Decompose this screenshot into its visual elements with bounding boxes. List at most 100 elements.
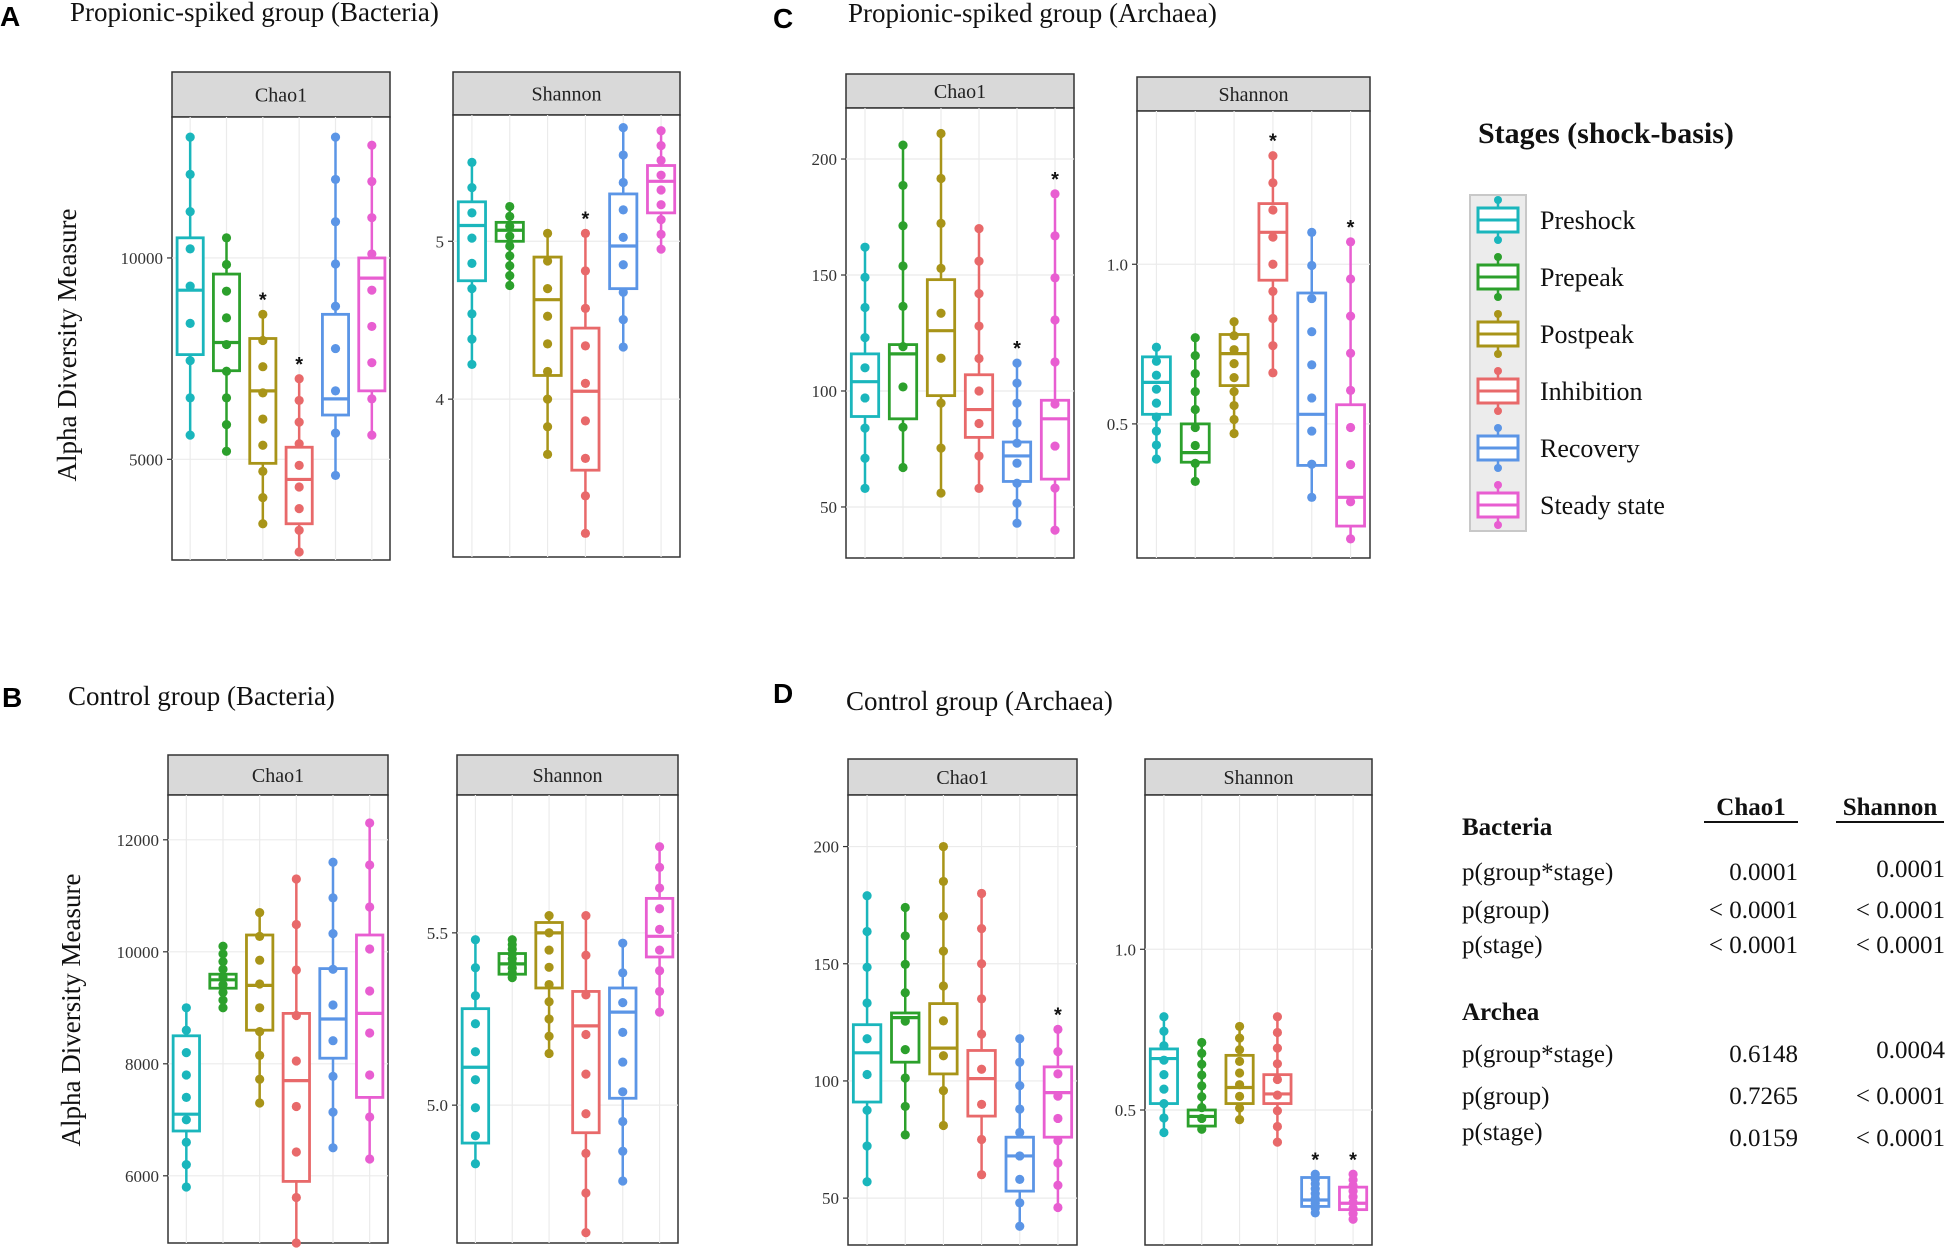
table-row-label: p(group*stage) <box>1462 1041 1613 1068</box>
data-point <box>1151 356 1162 366</box>
data-point <box>976 959 987 969</box>
data-point <box>900 959 910 969</box>
data-point <box>1012 418 1022 428</box>
plot-area <box>452 114 681 558</box>
data-point <box>1268 341 1278 351</box>
data-point <box>1345 534 1356 544</box>
data-point <box>1348 1169 1358 1179</box>
data-point <box>291 919 301 930</box>
data-point <box>328 1071 338 1081</box>
legend-label: Postpeak <box>1540 320 1634 349</box>
data-point <box>365 818 375 828</box>
data-point <box>255 979 265 989</box>
data-point <box>294 525 304 535</box>
data-point <box>862 1105 872 1115</box>
data-point <box>1234 1103 1245 1113</box>
data-point <box>365 1154 375 1164</box>
plot-area <box>845 107 1075 559</box>
legend-item-postpeak: Postpeak <box>1476 310 1634 358</box>
box-recovery <box>608 123 639 352</box>
panel-letter-c: C <box>773 3 793 34</box>
data-point <box>367 140 377 150</box>
data-point <box>1229 359 1239 369</box>
box-preshock <box>851 891 883 1187</box>
data-point <box>1234 1080 1245 1090</box>
data-point <box>974 353 984 364</box>
data-point <box>936 218 946 228</box>
box-postpeak <box>928 841 959 1131</box>
data-point <box>656 126 666 136</box>
data-point <box>255 1098 265 1108</box>
box-postpeak <box>1224 1021 1255 1125</box>
data-point <box>185 356 195 366</box>
legend-key-point <box>1494 293 1502 301</box>
data-point <box>581 1109 591 1119</box>
data-point <box>654 1007 665 1017</box>
data-point <box>1229 317 1239 327</box>
data-point <box>862 926 872 937</box>
y-tick-label: 10000 <box>121 249 164 268</box>
data-point <box>328 857 338 867</box>
data-point <box>618 968 628 978</box>
data-point <box>185 318 195 328</box>
data-point <box>367 430 377 440</box>
data-point <box>181 1070 191 1080</box>
data-point <box>1012 358 1022 368</box>
y-tick-label: 6000 <box>125 1167 159 1186</box>
data-point <box>1015 1104 1025 1114</box>
significance-star: * <box>1347 217 1355 239</box>
box-postpeak: * <box>248 289 278 529</box>
data-point <box>470 935 481 945</box>
data-point <box>1012 458 1022 468</box>
data-point <box>221 446 232 456</box>
data-point <box>1272 1027 1283 1038</box>
data-point <box>900 902 910 913</box>
table-section-bacteria: Bacteria <box>1462 814 1553 841</box>
data-point <box>291 1238 301 1248</box>
data-point <box>1229 428 1239 439</box>
data-point <box>1015 1198 1025 1208</box>
facet-strip-label: Shannon <box>1219 84 1289 106</box>
data-point <box>367 176 377 187</box>
data-point <box>294 374 304 384</box>
data-point <box>618 205 628 215</box>
data-point <box>470 991 481 1001</box>
panel-letter-d: D <box>773 678 793 709</box>
data-point <box>1159 1084 1169 1094</box>
box-steady-state <box>355 818 385 1164</box>
data-point <box>860 483 870 494</box>
data-point <box>580 378 591 388</box>
panel-d-shannon-facet: Shannon 0.5 1.0 * * <box>1115 758 1373 1246</box>
significance-star: * <box>1311 1149 1319 1171</box>
data-point <box>218 949 228 959</box>
box-steady-state <box>357 140 387 440</box>
data-point <box>1053 1024 1063 1034</box>
data-point <box>367 358 377 368</box>
data-point <box>1012 478 1022 488</box>
data-point <box>185 244 195 254</box>
plot-area <box>1144 794 1373 1246</box>
data-point <box>900 1044 910 1055</box>
data-point <box>1345 311 1356 321</box>
data-point <box>936 353 946 363</box>
data-point <box>1197 1070 1207 1080</box>
legend-title: Stages (shock-basis) <box>1478 117 1734 150</box>
table-cell-shannon: < 0.0001 <box>1856 932 1945 959</box>
panel-a-ylabel: Alpha Diversity Measure <box>52 209 82 482</box>
data-point <box>1197 1102 1207 1113</box>
data-point <box>618 287 628 297</box>
data-point <box>221 419 232 430</box>
data-point <box>974 321 984 331</box>
significance-star: * <box>1269 131 1277 153</box>
data-point <box>656 155 666 165</box>
box-iqr <box>925 278 957 398</box>
data-point <box>618 1027 628 1037</box>
box-prepeak <box>494 201 525 291</box>
data-point <box>1053 1047 1063 1057</box>
data-point <box>330 428 341 438</box>
data-point <box>218 972 228 982</box>
data-point <box>507 935 517 945</box>
table-section-archea: Archea <box>1462 999 1540 1026</box>
data-point <box>255 1074 265 1084</box>
data-point <box>1159 1026 1169 1036</box>
